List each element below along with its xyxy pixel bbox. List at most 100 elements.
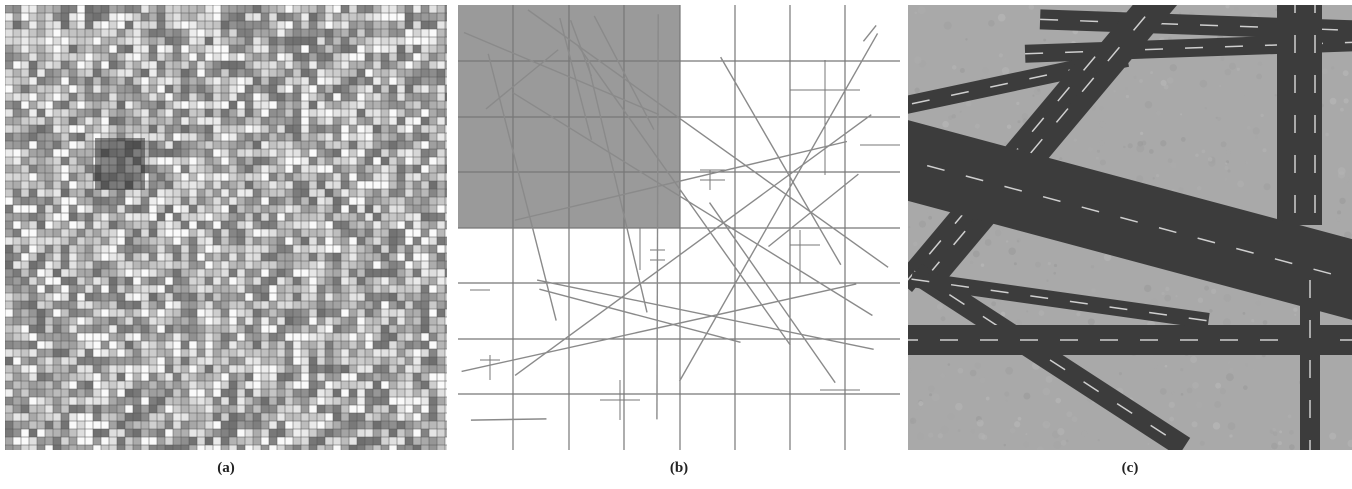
cell [437,277,445,285]
cell [333,253,341,261]
noise [1113,90,1115,92]
cell [421,445,429,453]
cell [269,349,277,357]
cell [253,317,261,325]
cell [333,117,341,125]
cell [381,325,389,333]
cell [397,437,405,445]
cell [349,149,357,157]
cell [381,181,389,189]
cell [357,341,365,349]
cell [149,229,157,237]
cell [437,229,445,237]
cell [245,45,253,53]
cell [165,341,173,349]
cell [357,253,365,261]
cell [53,397,61,405]
noise [1288,415,1292,419]
cell [149,213,157,221]
cell [29,189,37,197]
cell [309,141,317,149]
cell [349,133,357,141]
noise [1223,294,1231,302]
cell [381,445,389,453]
cell [141,445,149,453]
cell [301,221,309,229]
cell [101,5,109,13]
noise [1331,66,1334,69]
cell [77,45,85,53]
cell [365,357,373,365]
cell [325,309,333,317]
cell [221,125,229,133]
cell [317,181,325,189]
cell [253,269,261,277]
cell [181,445,189,453]
cell [13,349,21,357]
noise [941,426,949,434]
cell [261,109,269,117]
cell [125,213,133,221]
cell [221,429,229,437]
cell [429,189,437,197]
cell [349,381,357,389]
cell [405,285,413,293]
cell [197,141,205,149]
cell [69,197,77,205]
cell [365,29,373,37]
cell [149,325,157,333]
cell [277,5,285,13]
cell [341,405,349,413]
cell [13,301,21,309]
cell [53,285,61,293]
cell [333,29,341,37]
cell [277,349,285,357]
cell [205,413,213,421]
cell [37,285,45,293]
cell [277,301,285,309]
cell [261,29,269,37]
noise [1066,411,1072,417]
cell [325,285,333,293]
cell [245,85,253,93]
cell [69,429,77,437]
cell [117,269,125,277]
cell [277,405,285,413]
cell [269,205,277,213]
cell [117,189,125,197]
cell [397,125,405,133]
cell [45,213,53,221]
cell [245,117,253,125]
cell [413,213,421,221]
cell [189,181,197,189]
cell [229,261,237,269]
cell [101,93,109,101]
cell [117,341,125,349]
cell [325,45,333,53]
cell [173,317,181,325]
cell [165,13,173,21]
cell [341,245,349,253]
cell [221,109,229,117]
cell [261,261,269,269]
cell [413,149,421,157]
cell [133,437,141,445]
cell [429,357,437,365]
cell [445,269,453,277]
cell [85,357,93,365]
cell [293,389,301,397]
cell [429,325,437,333]
cell [429,101,437,109]
cell [317,21,325,29]
cell [349,373,357,381]
cell [269,421,277,429]
cell [125,237,133,245]
cell [205,213,213,221]
cell [29,269,37,277]
cell [69,389,77,397]
cell [301,133,309,141]
cell [317,277,325,285]
cell [253,5,261,13]
cell [77,261,85,269]
cell [269,253,277,261]
